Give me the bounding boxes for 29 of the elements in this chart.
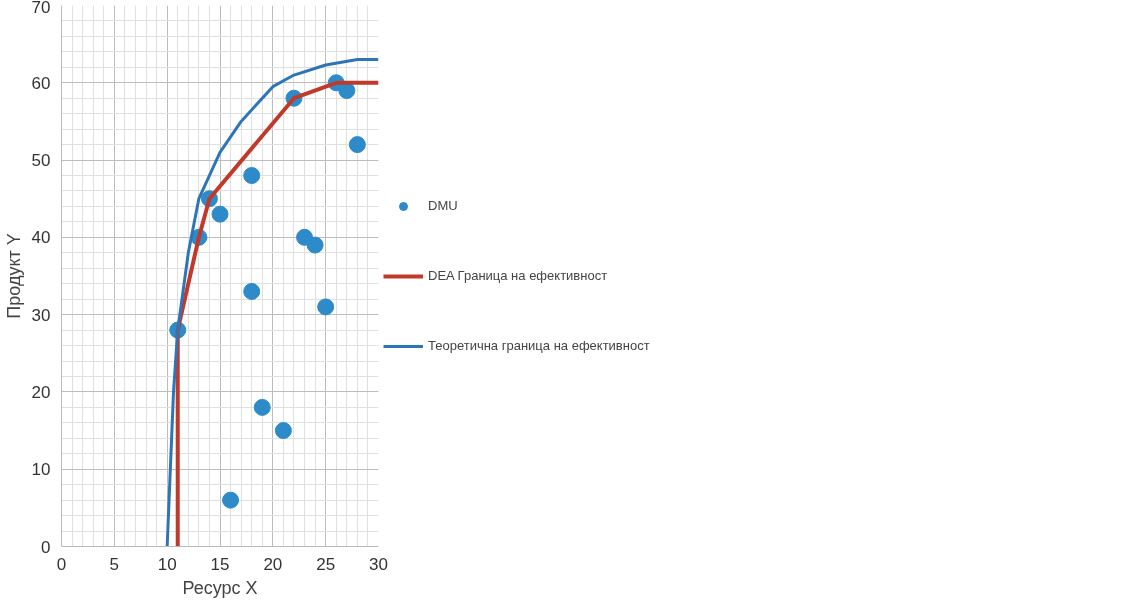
x-tick-label: 20 [263, 554, 283, 574]
x-tick-label: 10 [157, 554, 177, 574]
point [317, 298, 335, 316]
legend-label: DMU [428, 198, 458, 213]
x-tick-label: 0 [56, 554, 67, 574]
y-tick-label: 70 [31, 0, 51, 17]
y-tick-label: 30 [31, 305, 51, 325]
y-tick-label: 10 [31, 460, 51, 480]
y-axis-title: Продукт Y [3, 233, 24, 319]
y-tick-label: 20 [31, 382, 51, 402]
x-tick-label: 30 [369, 554, 388, 574]
point [243, 282, 261, 300]
y-tick-label: 60 [31, 73, 51, 93]
point [211, 205, 229, 223]
x-tick-label: 15 [210, 554, 230, 574]
point [243, 167, 261, 185]
point [253, 398, 271, 416]
x-tick-label: 5 [109, 554, 120, 574]
point [348, 136, 366, 154]
point [222, 491, 240, 509]
y-tick-label: 40 [31, 228, 51, 248]
x-axis-title: Ресурс X [182, 577, 258, 598]
x-tick-label: 25 [316, 554, 336, 574]
point [274, 422, 292, 440]
y-tick-label: 0 [41, 537, 51, 557]
legend-label: DEA Граница на ефективност [428, 268, 608, 283]
y-tick-label: 50 [31, 151, 51, 171]
legend-label: Теоретична граница на ефективност [428, 338, 650, 353]
point [306, 236, 324, 254]
